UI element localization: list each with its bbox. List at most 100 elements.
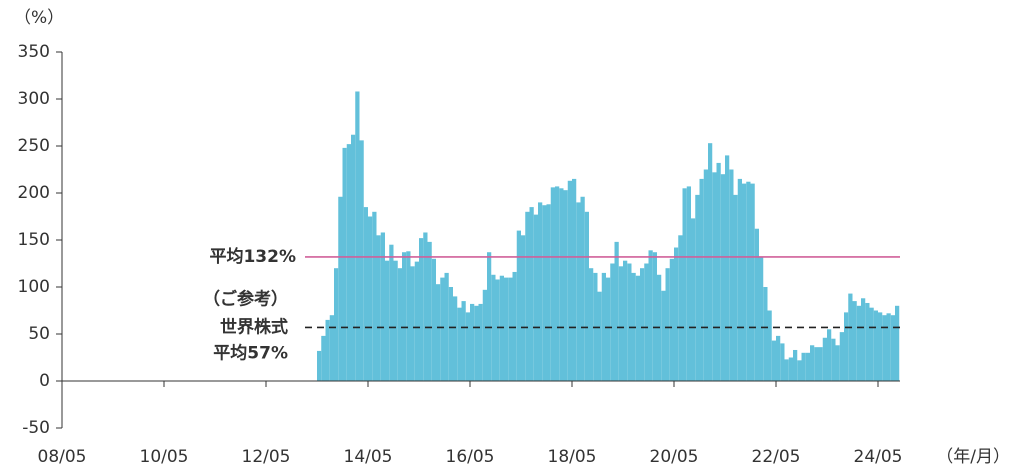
x-tick-label: 14/05 <box>344 447 393 467</box>
bar <box>448 287 453 381</box>
bar <box>567 180 572 381</box>
bar <box>533 214 538 381</box>
y-unit: （%） <box>14 8 64 28</box>
bar <box>321 335 326 381</box>
bar <box>793 349 798 381</box>
bar <box>890 315 895 381</box>
bar <box>886 313 891 381</box>
bar <box>822 337 827 381</box>
y-tick-label: 200 <box>18 183 50 203</box>
bar <box>733 194 738 381</box>
bar <box>584 211 589 381</box>
bar <box>380 232 385 381</box>
bar <box>623 260 628 381</box>
bar <box>839 332 844 381</box>
y-tick-label: 150 <box>18 230 50 250</box>
bar <box>797 360 802 381</box>
bar <box>852 301 857 381</box>
bar <box>725 155 730 381</box>
bar <box>742 183 747 381</box>
bar <box>737 178 742 381</box>
bar <box>410 266 415 381</box>
bar <box>508 277 513 381</box>
bar <box>827 329 832 381</box>
bar <box>461 301 466 381</box>
x-tick-label: 18/05 <box>548 447 597 467</box>
bar <box>521 235 526 381</box>
bar <box>406 251 411 381</box>
bar <box>601 272 606 381</box>
x-tick-label: 10/05 <box>140 447 189 467</box>
y-tick-label: 50 <box>28 324 50 344</box>
bar <box>423 232 428 381</box>
y-tick-label: 250 <box>18 136 50 156</box>
bar <box>614 241 619 381</box>
bar <box>499 275 504 381</box>
x-tick-label: 16/05 <box>446 447 495 467</box>
bar <box>342 147 347 381</box>
bar <box>334 268 339 381</box>
bar <box>640 268 645 381</box>
bar <box>661 290 666 381</box>
bar <box>478 303 483 381</box>
bar <box>440 277 445 381</box>
bar <box>699 178 704 381</box>
bar <box>427 241 432 381</box>
bar <box>844 312 849 381</box>
bar <box>393 260 398 381</box>
bar <box>776 335 781 381</box>
bar <box>329 315 334 381</box>
bar <box>652 252 657 381</box>
bar <box>487 252 492 381</box>
bar <box>814 347 819 381</box>
bar <box>873 310 878 381</box>
x-tick-label: 08/05 <box>38 447 87 467</box>
bar <box>610 263 615 381</box>
bar <box>750 183 755 381</box>
bar <box>835 345 840 381</box>
bar <box>325 319 330 381</box>
bar <box>708 143 713 381</box>
bar <box>444 272 449 381</box>
bar <box>763 287 768 381</box>
bar <box>351 134 356 381</box>
bar <box>431 258 436 381</box>
bar <box>491 274 496 381</box>
reference-label: 平均57% <box>213 342 288 363</box>
bar <box>644 263 649 381</box>
bar <box>856 305 861 381</box>
bar <box>712 172 717 381</box>
bar <box>895 305 900 381</box>
reference-label: 世界株式 <box>220 316 288 337</box>
bar <box>754 228 759 381</box>
bar <box>665 268 670 381</box>
bar <box>729 169 734 381</box>
bar <box>682 188 687 381</box>
bar <box>470 303 475 381</box>
bar <box>618 266 623 381</box>
bar <box>546 204 551 381</box>
bar <box>780 343 785 381</box>
x-tick-label: 24/05 <box>854 447 903 467</box>
bar <box>716 162 721 381</box>
bar <box>691 218 696 381</box>
x-tick-label: 12/05 <box>242 447 291 467</box>
bar <box>368 216 373 381</box>
x-tick-label: 22/05 <box>752 447 801 467</box>
bar <box>648 250 653 381</box>
bar <box>555 186 560 381</box>
bar <box>529 207 534 381</box>
y-tick-label: 100 <box>18 277 50 297</box>
bar <box>372 211 377 381</box>
y-tick-label: 0 <box>39 371 50 391</box>
bar <box>495 279 500 381</box>
bar <box>746 181 751 381</box>
bar <box>767 310 772 381</box>
bar <box>465 312 470 381</box>
bar <box>436 284 441 381</box>
y-tick-label: 350 <box>18 42 50 62</box>
bar <box>848 293 853 381</box>
bar <box>818 347 823 381</box>
bar <box>678 235 683 381</box>
